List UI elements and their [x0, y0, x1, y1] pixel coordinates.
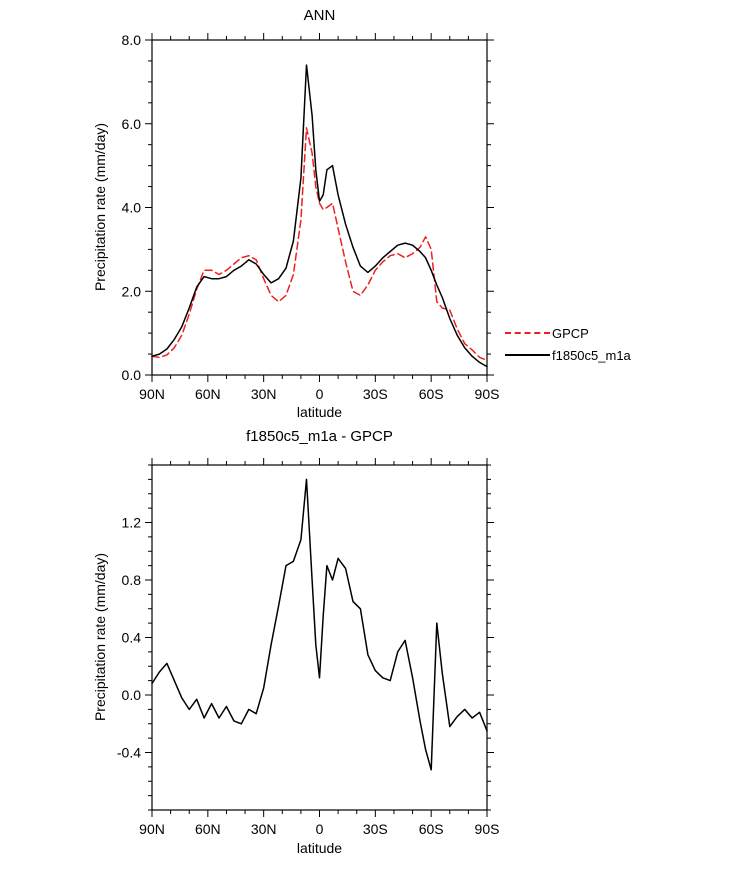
- ann-chart-title: ANN: [303, 7, 336, 24]
- gpcp-dashed-line-swatch: [505, 332, 550, 334]
- svg-text:0.0: 0.0: [122, 687, 142, 703]
- svg-text:60N: 60N: [195, 821, 221, 837]
- svg-text:30N: 30N: [251, 821, 277, 837]
- svg-text:-0.4: -0.4: [117, 745, 141, 761]
- svg-text:0.4: 0.4: [122, 630, 142, 646]
- svg-text:2.0: 2.0: [122, 283, 142, 299]
- legend: GPCP f1850c5_m1a: [505, 322, 631, 366]
- legend-item-gpcp: GPCP: [505, 322, 631, 344]
- svg-text:60S: 60S: [419, 386, 444, 402]
- ann-chart-plot-area: 90N 60N 30N 0 30S 60S 90S 0.0 2.0 4.0 6.0 8.0: [122, 32, 500, 402]
- svg-text:1.2: 1.2: [122, 515, 142, 531]
- difference-x-axis-label: latitude: [296, 840, 343, 856]
- svg-text:60N: 60N: [195, 386, 221, 402]
- legend-item-model: f1850c5_m1a: [505, 344, 631, 366]
- svg-text:90N: 90N: [139, 821, 165, 837]
- legend-label-model: f1850c5_m1a: [552, 347, 631, 363]
- svg-text:4.0: 4.0: [122, 200, 142, 216]
- svg-text:30S: 30S: [363, 386, 388, 402]
- model-solid-line-swatch: [505, 354, 550, 356]
- svg-text:0.8: 0.8: [122, 572, 142, 588]
- svg-text:30N: 30N: [251, 386, 277, 402]
- svg-text:6.0: 6.0: [122, 116, 142, 132]
- svg-text:90S: 90S: [475, 821, 500, 837]
- difference-chart-plot-area: 90N 60N 30N 0 30S 60S 90S -0.4 0.0 0.4 0.8 1.2: [117, 458, 500, 837]
- svg-text:90N: 90N: [139, 386, 165, 402]
- svg-text:90S: 90S: [475, 386, 500, 402]
- ann-x-axis-label: latitude: [296, 404, 343, 420]
- svg-text:0: 0: [316, 821, 324, 837]
- difference-chart-title: f1850c5_m1a - GPCP: [246, 428, 393, 445]
- svg-text:0: 0: [316, 386, 324, 402]
- svg-text:30S: 30S: [363, 821, 388, 837]
- legend-label-gpcp: GPCP: [552, 325, 589, 341]
- ann-y-axis-label: Precipitation rate (mm/day): [92, 122, 108, 292]
- svg-text:8.0: 8.0: [122, 32, 142, 48]
- difference-y-axis-label: Precipitation rate (mm/day): [92, 552, 108, 722]
- svg-text:60S: 60S: [419, 821, 444, 837]
- svg-text:0.0: 0.0: [122, 367, 142, 383]
